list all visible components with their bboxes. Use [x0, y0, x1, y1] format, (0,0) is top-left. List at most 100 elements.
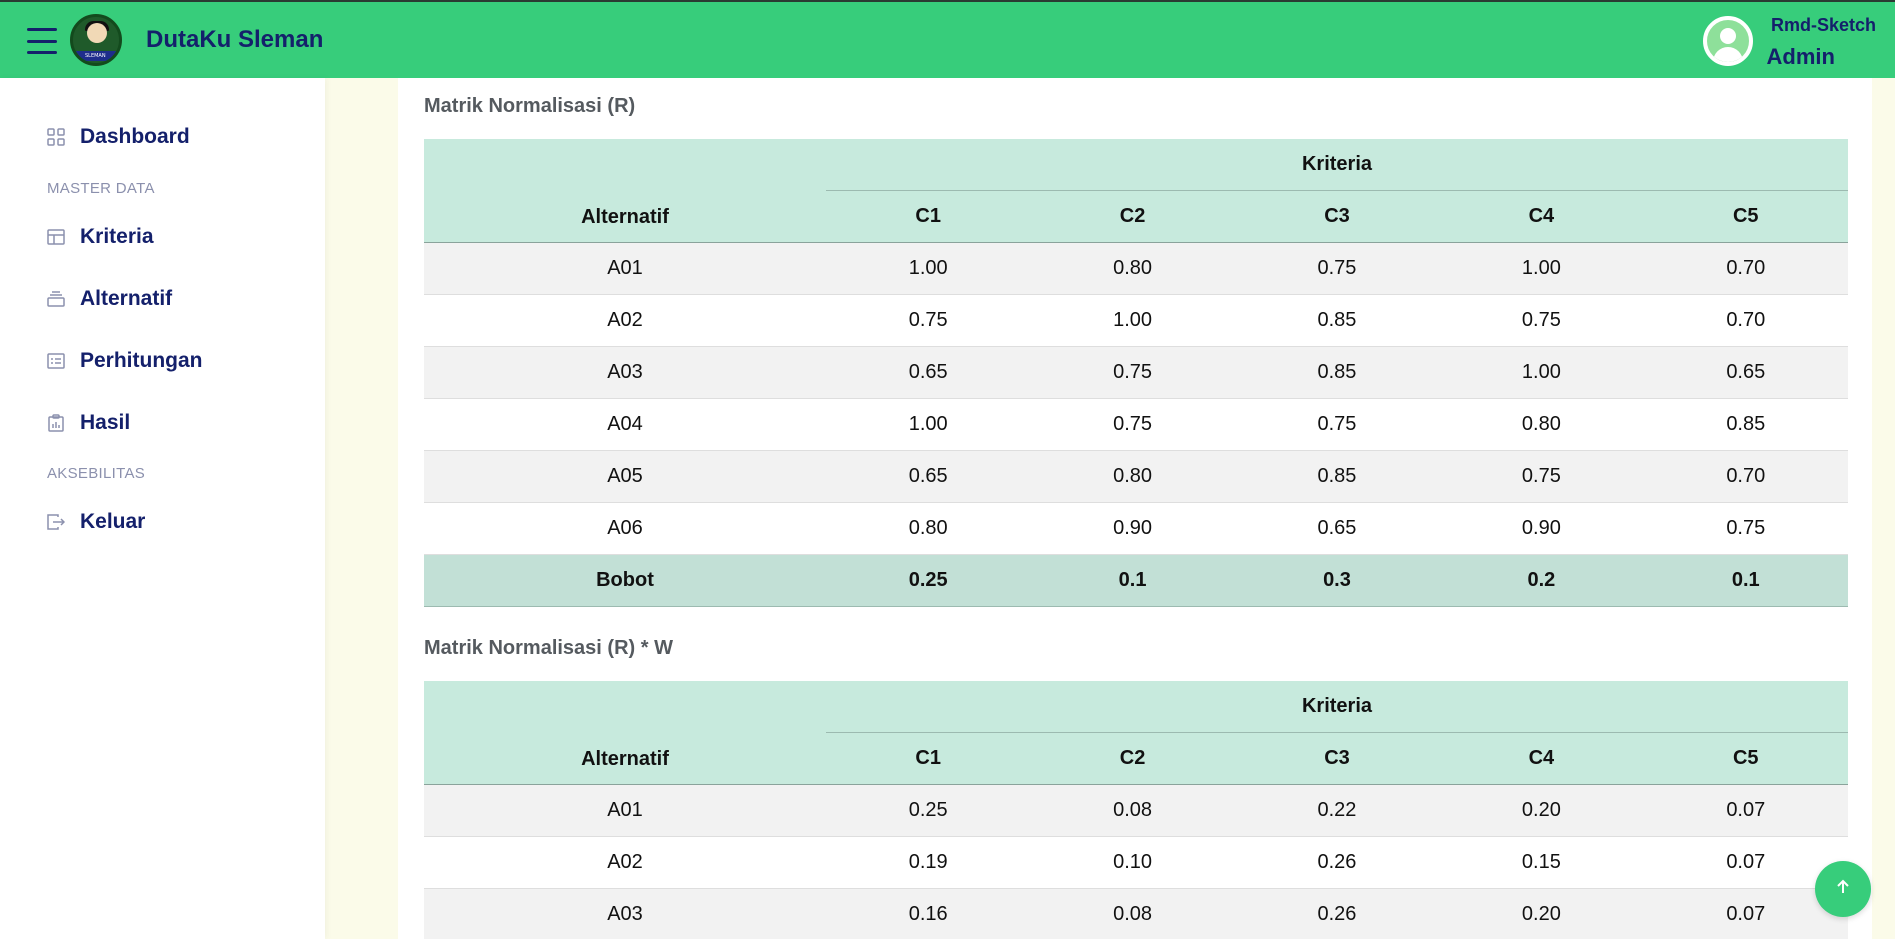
cell-value: 0.70 [1643, 242, 1848, 295]
bobot-value: 0.1 [1643, 554, 1848, 607]
app-logo[interactable]: SLEMAN [70, 14, 122, 66]
scroll-to-top-button[interactable] [1815, 861, 1871, 917]
bobot-value: 0.3 [1234, 554, 1440, 607]
cell-value: 0.08 [1030, 784, 1235, 837]
cell-value: 0.70 [1643, 450, 1848, 503]
cell-value: 0.75 [1030, 346, 1235, 399]
header-kriteria: Kriteria [826, 681, 1848, 733]
header-c1: C1 [826, 190, 1031, 242]
user-avatar[interactable] [1703, 16, 1753, 66]
header-alternatif: Alternatif [424, 681, 826, 784]
cell-value: 0.07 [1643, 836, 1848, 889]
cell-value: 0.16 [826, 888, 1031, 939]
sidebar-item-alternatif[interactable]: Alternatif [46, 284, 172, 314]
table-row: A02 0.19 0.10 0.26 0.15 0.07 [424, 836, 1848, 889]
hamburger-menu-icon[interactable] [27, 28, 57, 54]
sidebar-item-perhitungan[interactable]: Perhitungan [46, 346, 203, 376]
header-alternatif: Alternatif [424, 139, 826, 242]
cell-value: 0.26 [1234, 888, 1440, 939]
arrow-up-icon [1834, 878, 1852, 901]
bobot-label: Bobot [424, 554, 826, 607]
section-title-normalisasi: Matrik Normalisasi (R) [424, 95, 636, 117]
weighted-normalization-table: Alternatif Kriteria C1 C2 C3 C4 C5 A01 0… [424, 681, 1848, 939]
cell-value: 0.07 [1643, 888, 1848, 939]
cell-value: 0.80 [1030, 242, 1235, 295]
list-check-icon [46, 351, 66, 371]
bobot-value: 0.25 [826, 554, 1031, 607]
sidebar-item-kriteria[interactable]: Kriteria [46, 222, 154, 252]
cell-value: 1.00 [826, 398, 1031, 451]
header-c2: C2 [1030, 190, 1235, 242]
user-name[interactable]: Rmd-Sketch [1770, 15, 1876, 35]
cell-value: 0.85 [1234, 294, 1440, 347]
brand-name[interactable]: DutaKu Sleman [146, 26, 324, 53]
header-c5: C5 [1643, 732, 1848, 784]
sidebar-item-label: Kriteria [80, 225, 154, 248]
grid-icon [46, 127, 66, 147]
cell-alternatif: A03 [424, 346, 826, 399]
table-row: A02 0.75 1.00 0.85 0.75 0.70 [424, 294, 1848, 347]
cell-value: 0.90 [1439, 502, 1644, 555]
cell-value: 0.15 [1439, 836, 1644, 889]
table-row: A03 0.16 0.08 0.26 0.20 0.07 [424, 888, 1848, 939]
header-c3: C3 [1234, 732, 1440, 784]
table-row: A04 1.00 0.75 0.75 0.80 0.85 [424, 398, 1848, 451]
sidebar-item-hasil[interactable]: Hasil [46, 408, 130, 438]
bobot-row: Bobot 0.25 0.1 0.3 0.2 0.1 [424, 554, 1848, 607]
cell-value: 0.75 [1439, 294, 1644, 347]
cell-value: 0.65 [826, 346, 1031, 399]
cell-value: 0.75 [1643, 502, 1848, 555]
cell-value: 0.80 [826, 502, 1031, 555]
section-title-weighted: Matrik Normalisasi (R) * W [424, 637, 673, 659]
sidebar-item-label: Perhitungan [80, 349, 203, 372]
header-c1: C1 [826, 732, 1031, 784]
cell-value: 0.75 [1030, 398, 1235, 451]
cell-alternatif: A02 [424, 294, 826, 347]
bobot-value: 0.1 [1030, 554, 1235, 607]
sidebar-item-label: Alternatif [80, 287, 173, 310]
table-row: A01 1.00 0.80 0.75 1.00 0.70 [424, 242, 1848, 295]
header-kriteria: Kriteria [826, 139, 1848, 191]
cell-value: 0.75 [826, 294, 1031, 347]
sidebar: Dashboard MASTER DATA Kriteria Alternati… [0, 78, 325, 939]
sidebar-item-label: Keluar [80, 510, 146, 533]
cell-value: 0.26 [1234, 836, 1440, 889]
normalization-table: Alternatif Kriteria C1 C2 C3 C4 C5 A01 1… [424, 139, 1848, 607]
table-row: A01 0.25 0.08 0.22 0.20 0.07 [424, 784, 1848, 837]
cell-value: 0.75 [1234, 242, 1440, 295]
user-role: Admin [1766, 44, 1835, 69]
header-c4: C4 [1439, 190, 1644, 242]
cell-value: 1.00 [826, 242, 1031, 295]
bobot-value: 0.2 [1439, 554, 1644, 607]
section-heading-aksebilitas: AKSEBILITAS [47, 465, 146, 482]
cell-value: 0.19 [826, 836, 1031, 889]
cell-value: 0.10 [1030, 836, 1235, 889]
cell-alternatif: A01 [424, 784, 826, 837]
cell-value: 1.00 [1439, 346, 1644, 399]
header-c4: C4 [1439, 732, 1644, 784]
cell-value: 0.08 [1030, 888, 1235, 939]
cell-alternatif: A01 [424, 242, 826, 295]
cell-value: 0.85 [1234, 450, 1440, 503]
main-content: Matrik Normalisasi (R) Alternatif Kriter… [398, 78, 1872, 939]
section-heading-master-data: MASTER DATA [47, 180, 155, 197]
cell-value: 0.70 [1643, 294, 1848, 347]
cell-value: 0.20 [1439, 784, 1644, 837]
cell-value: 0.85 [1234, 346, 1440, 399]
cell-alternatif: A04 [424, 398, 826, 451]
sidebar-item-label: Dashboard [80, 125, 190, 148]
cell-value: 0.07 [1643, 784, 1848, 837]
cell-value: 0.80 [1030, 450, 1235, 503]
cell-value: 1.00 [1439, 242, 1644, 295]
cell-value: 0.75 [1234, 398, 1440, 451]
table-icon [46, 227, 66, 247]
cell-value: 0.80 [1439, 398, 1644, 451]
cell-value: 0.20 [1439, 888, 1644, 939]
clipboard-chart-icon [46, 413, 66, 433]
header-c3: C3 [1234, 190, 1440, 242]
table-row: A03 0.65 0.75 0.85 1.00 0.65 [424, 346, 1848, 399]
sidebar-item-dashboard[interactable]: Dashboard [46, 122, 190, 152]
sidebar-item-keluar[interactable]: Keluar [46, 507, 145, 537]
cell-value: 0.25 [826, 784, 1031, 837]
top-navbar: SLEMAN DutaKu Sleman Rmd-Sketch Admin [0, 0, 1895, 78]
